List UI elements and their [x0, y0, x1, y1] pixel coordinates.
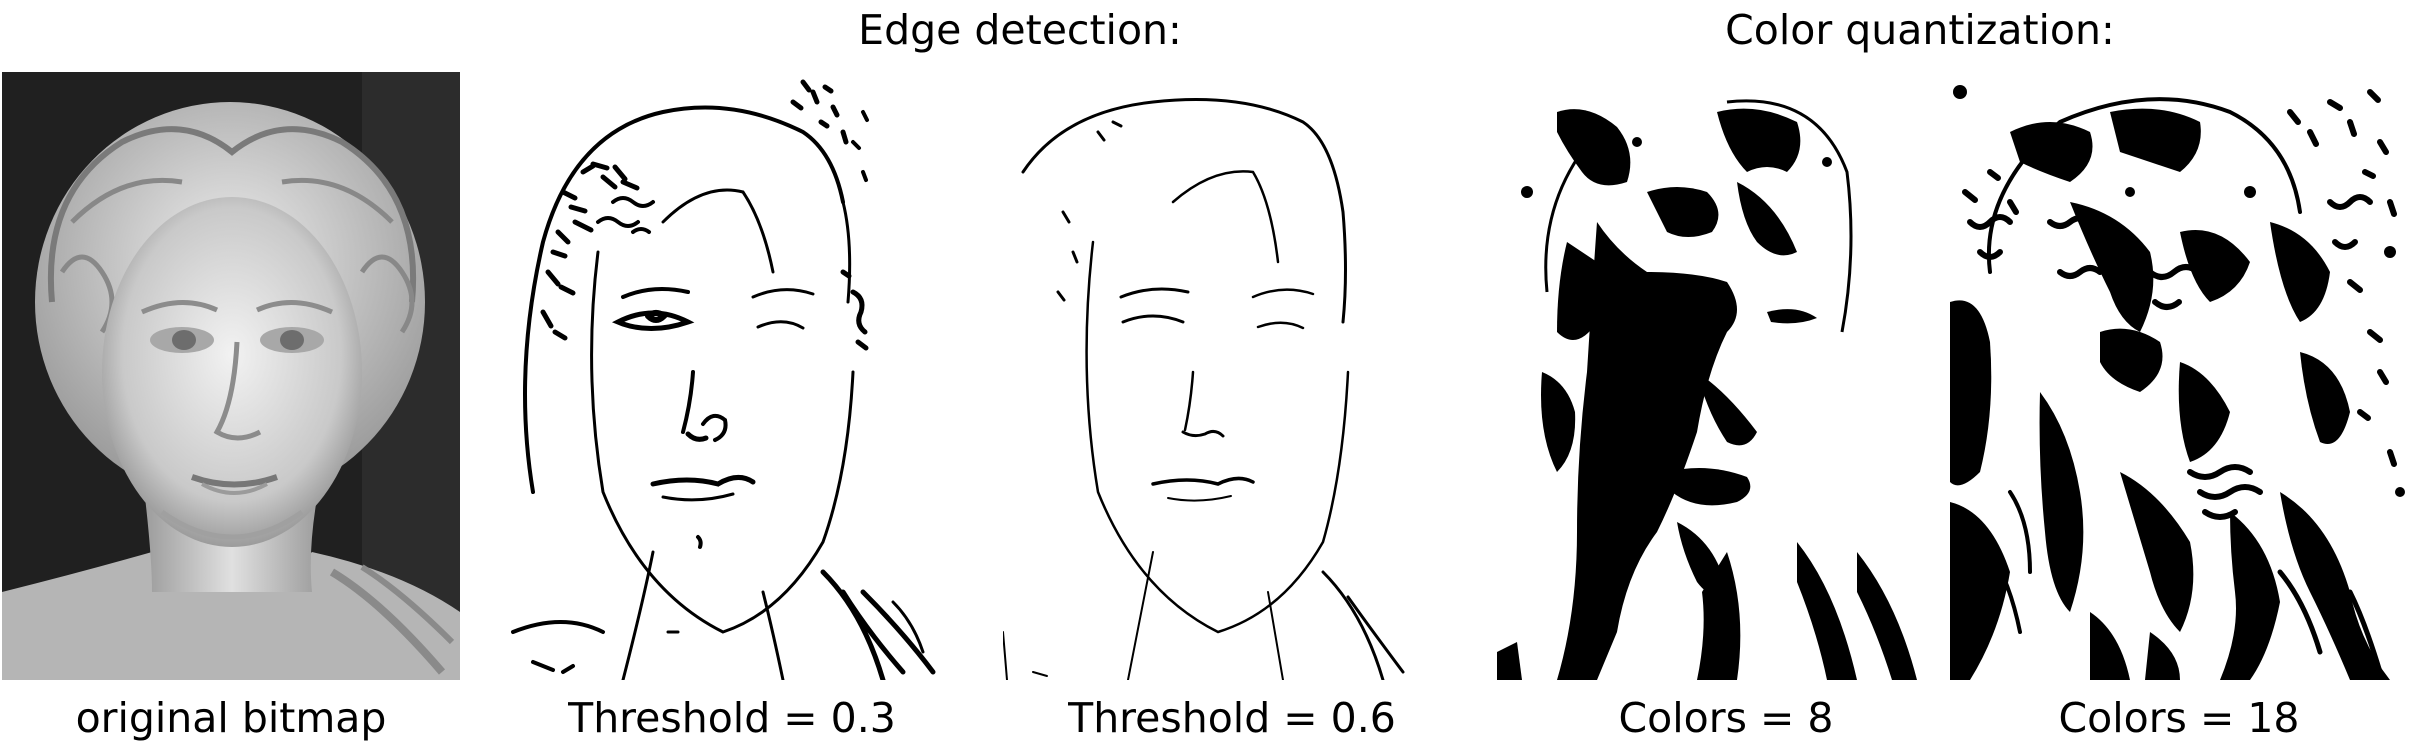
- original-bitmap-image: [2, 72, 460, 680]
- edge-detection-heading: Edge detection:: [858, 6, 1182, 54]
- color-quantization-heading: Color quantization:: [1725, 6, 2115, 54]
- edge-detection-threshold-0-6-image: [1003, 72, 1461, 680]
- original-bitmap-caption: original bitmap: [75, 694, 387, 742]
- colors-18-caption: Colors = 18: [2058, 694, 2300, 742]
- color-quantization-8-colors-image: [1497, 72, 1955, 680]
- threshold-0-6-caption: Threshold = 0.6: [1068, 694, 1396, 742]
- colors-8-caption: Colors = 8: [1618, 694, 1834, 742]
- threshold-0-3-caption: Threshold = 0.3: [568, 694, 896, 742]
- color-quantization-18-colors-image: [1950, 72, 2408, 680]
- edge-detection-threshold-0-3-image: [503, 72, 961, 680]
